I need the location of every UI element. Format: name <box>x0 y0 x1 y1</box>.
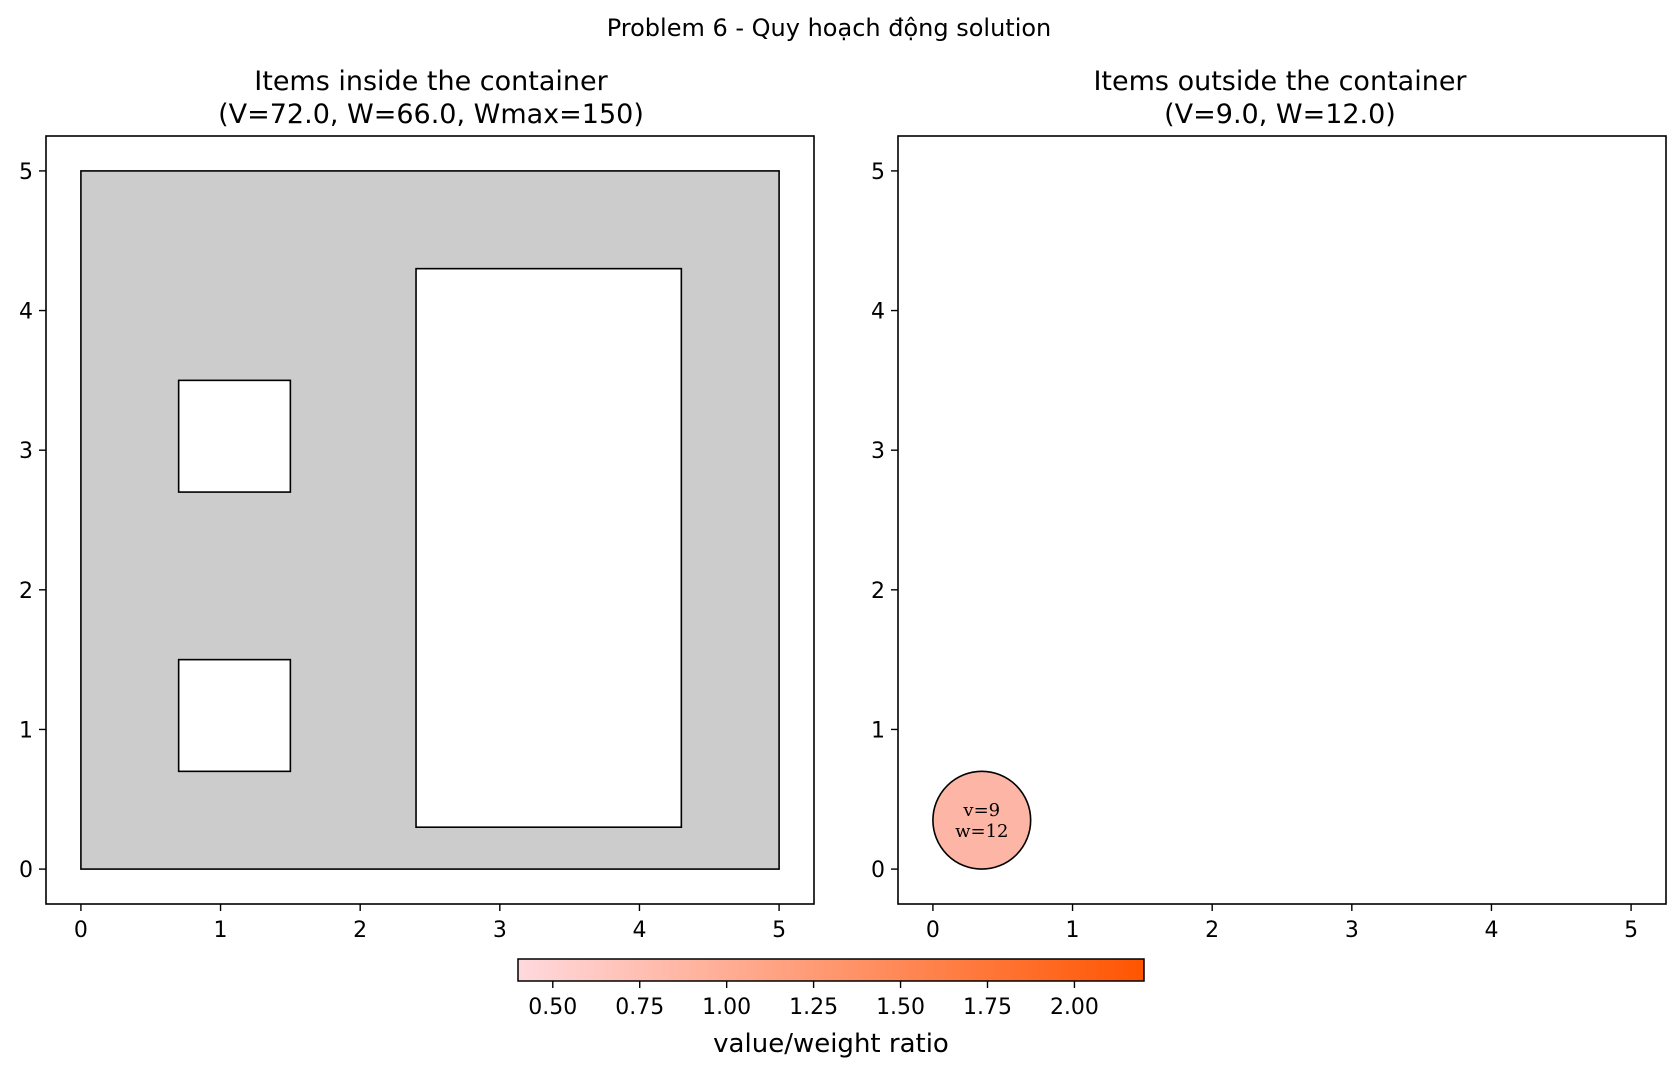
left-y-tick-label: 2 <box>19 579 33 604</box>
right-x-tick-label: 0 <box>926 918 940 943</box>
right-x-tick-label: 5 <box>1624 918 1638 943</box>
colorbar-tick-label: 2.00 <box>1050 995 1099 1020</box>
left-y-tick-label: 4 <box>19 300 33 325</box>
item-weight-label: w=12 <box>955 821 1008 842</box>
right-x-tick-label: 4 <box>1484 918 1498 943</box>
colorbar-ticks: 0.50 0.75 1.00 1.25 1.50 1.75 2.00 <box>528 981 1099 1020</box>
item-value-label: v=9 <box>962 800 1000 821</box>
left-plot-area: 0 1 2 3 4 5 0 1 2 3 4 5 <box>19 135 815 943</box>
left-x-tick-label: 1 <box>214 918 228 943</box>
colorbar-tick-label: 1.50 <box>876 995 925 1020</box>
right-y-tick-label: 4 <box>871 300 885 325</box>
left-plot-title: Items inside the container <box>254 66 608 97</box>
right-y-tick-label: 5 <box>871 160 885 185</box>
left-x-tick-label: 3 <box>493 918 507 943</box>
left-x-tick-label: 4 <box>632 918 646 943</box>
right-y-tick-label: 2 <box>871 579 885 604</box>
left-x-tick-label: 2 <box>353 918 367 943</box>
right-x-tick-label: 2 <box>1205 918 1219 943</box>
left-y-tick-label: 3 <box>19 439 33 464</box>
colorbar-tick-label: 0.50 <box>528 995 577 1020</box>
colorbar-tick-label: 0.75 <box>615 995 664 1020</box>
left-y-tick-label: 1 <box>19 718 33 743</box>
right-axes-frame <box>897 135 1667 905</box>
colorbar: 0.50 0.75 1.00 1.25 1.50 1.75 2.00 value/weigh… <box>517 958 1145 1059</box>
item-circle-1 <box>932 770 1032 870</box>
colorbar-tick-label: 1.75 <box>963 995 1012 1020</box>
left-y-tick-label: 5 <box>19 160 33 185</box>
left-y-tick-label: 0 <box>19 858 33 883</box>
left-x-tick-label: 5 <box>772 918 786 943</box>
right-y-tick-label: 0 <box>871 858 885 883</box>
right-plot-area: v=9w=12 0 1 2 3 4 5 0 1 2 3 4 5 <box>871 135 1667 943</box>
colorbar-gradient <box>517 958 1145 982</box>
left-axes-frame <box>45 135 815 905</box>
item-rect-1 <box>177 379 292 493</box>
right-y-tick-label: 3 <box>871 439 885 464</box>
item-rect-2 <box>177 658 292 773</box>
figure-title: Problem 6 - Quy hoạch động solution <box>607 14 1052 42</box>
left-plot-subtitle: (V=72.0, W=66.0, Wmax=150) <box>218 99 644 130</box>
right-plot-subtitle: (V=9.0, W=12.0) <box>1164 99 1396 130</box>
right-x-tick-label: 3 <box>1345 918 1359 943</box>
colorbar-tick-label: 1.00 <box>702 995 751 1020</box>
right-plot-title: Items outside the container <box>1093 66 1467 97</box>
item-rect-3 <box>415 267 683 829</box>
right-x-tick-label: 1 <box>1066 918 1080 943</box>
colorbar-label: value/weight ratio <box>713 1029 949 1059</box>
right-y-tick-label: 1 <box>871 718 885 743</box>
colorbar-tick-label: 1.25 <box>789 995 838 1020</box>
left-x-tick-label: 0 <box>74 918 88 943</box>
